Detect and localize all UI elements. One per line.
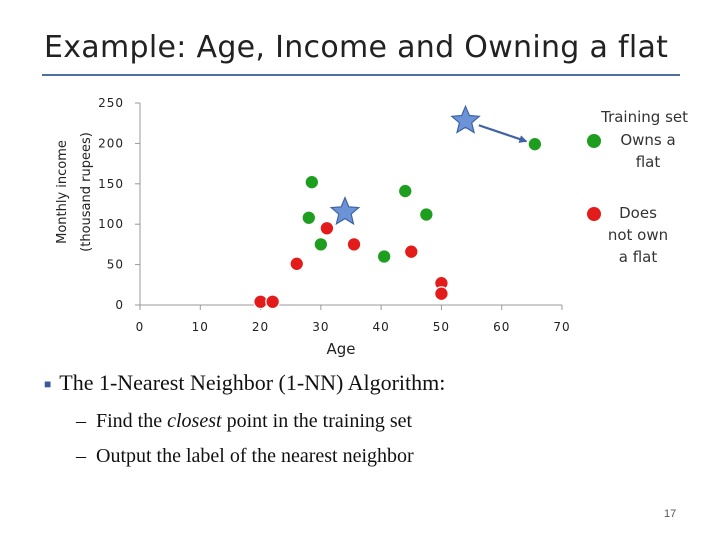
sub-item-2: – Output the label of the nearest neighbo… [76,445,414,468]
bullet-item: ■ The 1-Nearest Neighbor (1-NN) Algorithm… [44,370,445,396]
not-own-flat-point [319,220,335,236]
x-axis-label: Age [326,340,355,358]
owns-flat-point [418,207,434,222]
sub-item-1: – Find the closest point in the training … [76,410,412,433]
y-tick-label: 0 [115,298,124,312]
x-tick-label: 60 [493,320,510,334]
dash-bullet-icon: – [76,445,86,467]
x-tick-label: 30 [312,320,329,334]
chart-marks [253,104,543,310]
legend-not-own-line1: Does [619,204,657,222]
query-star [450,104,481,134]
not-own-flat-point [289,256,305,272]
legend-title: Training set [601,108,688,126]
legend-not-own-line2: not own [607,226,669,244]
x-tick-label: 50 [433,320,450,334]
legend-label-owns: Owns a flat [608,129,688,173]
legend-label-not-own: Does not own a flat [598,202,678,268]
x-tick-label: 0 [136,320,145,334]
chart-axes [139,103,562,306]
slide-title: Example: Age, Income and Owning a flat [44,30,669,65]
x-tick-label: 20 [252,320,269,334]
y-tick-label: 100 [98,217,124,231]
sub-item-1-after: point in the training set [221,410,413,432]
bullet-text: The 1-Nearest Neighbor (1-NN) Algorithm: [59,370,446,395]
sub-item-2-text: Output the label of the nearest neighbor [96,445,414,467]
owns-flat-point [397,183,413,199]
x-tick-label: 10 [192,320,209,334]
not-own-flat-point [346,236,362,252]
owns-flat-point [527,136,543,152]
square-bullet-icon: ■ [44,377,52,392]
y-axis-label-line2: (thousand rupees) [79,132,94,252]
y-tick-label: 250 [98,96,124,110]
y-tick-label: 50 [107,258,124,272]
y-axis-label-line1: Monthly income [55,140,70,244]
query-star [329,196,361,226]
chart-ticks: 0 50 100 150 200 250 0 10 20 30 40 50 60 70 [98,96,570,334]
y-tick-label: 200 [98,136,124,150]
owns-flat-point [304,174,320,190]
y-tick-label: 150 [98,177,124,191]
sub-item-1-emphasis: closest [167,410,222,432]
not-own-flat-point [265,294,281,310]
legend-marker-owns [587,134,601,148]
owns-flat-point [301,210,317,226]
dash-bullet-icon: – [76,410,86,432]
legend-owns-line1: Owns a [620,131,676,149]
legend-not-own-line3: a flat [618,248,658,266]
legend-owns-line2: flat [635,153,661,171]
not-own-flat-point [403,244,419,260]
owns-flat-point [376,249,392,264]
title-divider [42,74,680,76]
legend-marker-not-own [587,207,601,221]
sub-item-1-before: Find the [96,410,168,432]
nearest-neighbor-arrow [478,124,528,143]
owns-flat-point [313,236,329,252]
x-tick-label: 40 [373,320,390,334]
x-tick-label: 70 [553,320,570,334]
page-number: 17 [664,508,677,520]
not-own-flat-point [433,286,449,302]
